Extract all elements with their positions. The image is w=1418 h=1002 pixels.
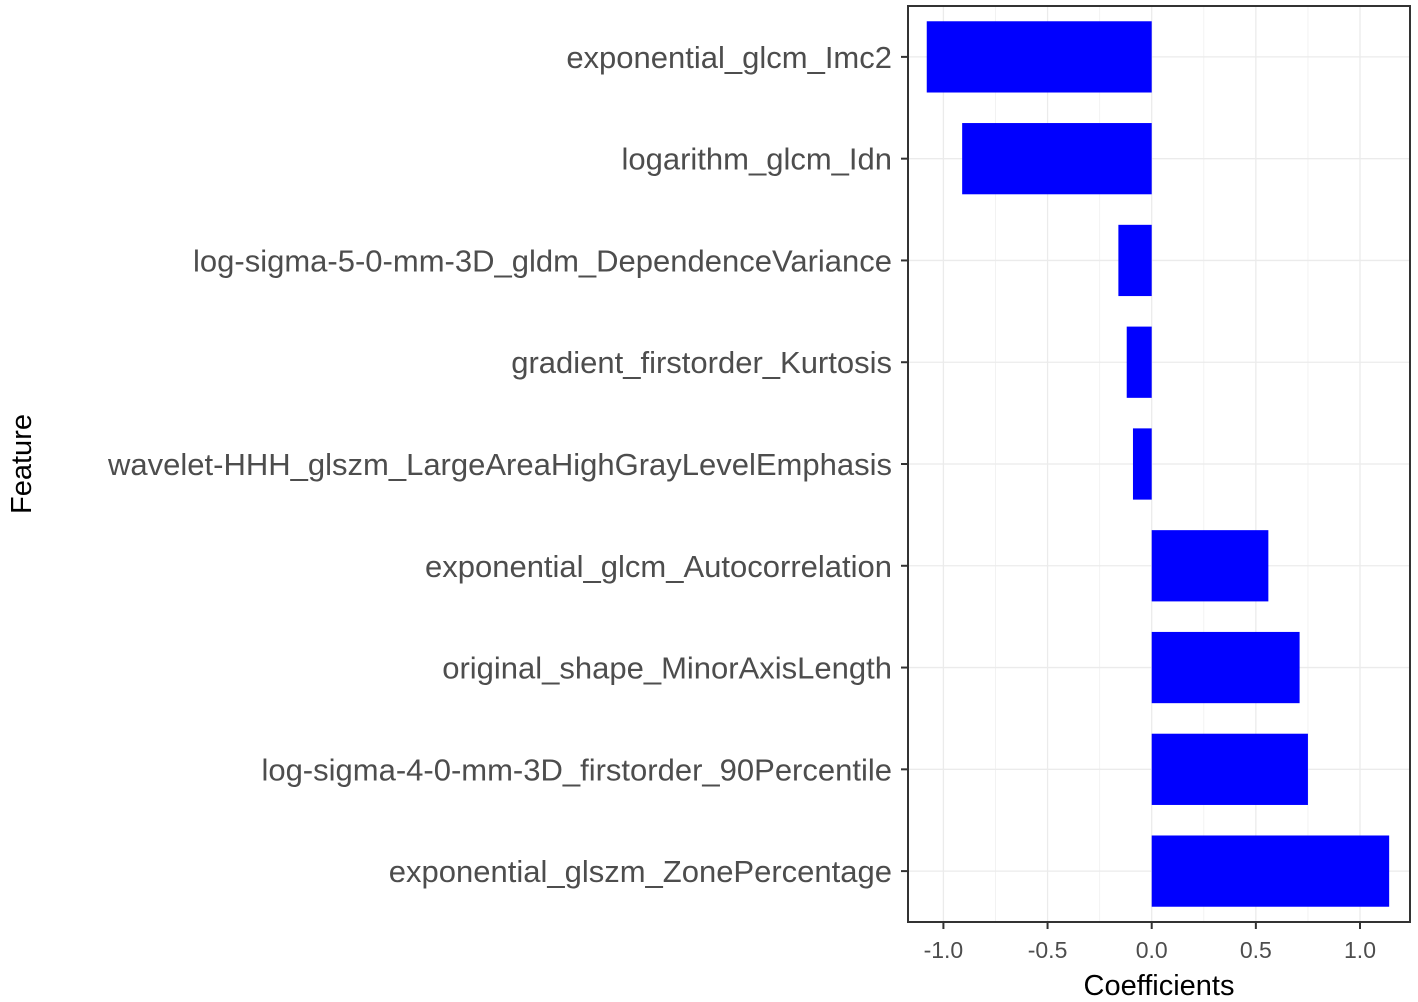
bar <box>1118 224 1152 297</box>
y-tick-label: gradient_firstorder_Kurtosis <box>511 345 892 380</box>
bar <box>1132 428 1152 500</box>
x-axis: -1.0 -0.5 0.0 0.5 1.0 <box>924 922 1376 963</box>
y-axis: exponential_glcm_Imc2 logarithm_glcm_Idnl… <box>107 40 908 889</box>
x-tick-label: 1.0 <box>1344 937 1376 963</box>
y-tick-label: log-sigma-5-0-mm-3D_gldm_DependenceVaria… <box>193 243 892 278</box>
bar <box>1151 733 1308 805</box>
y-tick-label: exponential_glcm_Autocorrelation <box>425 549 892 584</box>
bar <box>1151 530 1269 602</box>
y-tick-label: exponential_glszm_ZonePercentage <box>389 854 892 889</box>
bars-group <box>926 21 1390 907</box>
y-axis-title: Feature <box>6 414 38 514</box>
x-tick-label: -0.5 <box>1028 937 1068 963</box>
y-tick-label: logarithm_glcm_Idn <box>621 142 892 177</box>
y-tick-label: original_shape_MinorAxisLength <box>442 651 892 686</box>
y-tick-label: log-sigma-4-0-mm-3D_firstorder_90Percent… <box>261 752 892 787</box>
x-tick-label: -1.0 <box>924 937 964 963</box>
y-tick-label: exponential_glcm_Imc2 <box>566 40 892 75</box>
x-tick-label: 0.5 <box>1240 937 1272 963</box>
x-tick-label: 0.0 <box>1136 937 1168 963</box>
bar <box>962 123 1152 195</box>
y-tick-label: wavelet-HHH_glszm_LargeAreaHighGrayLevel… <box>107 447 892 482</box>
x-axis-title: Coefficients <box>1084 970 1235 1002</box>
bar <box>1126 326 1152 398</box>
bar <box>926 21 1152 93</box>
bar <box>1151 631 1300 704</box>
bar <box>1151 835 1390 907</box>
